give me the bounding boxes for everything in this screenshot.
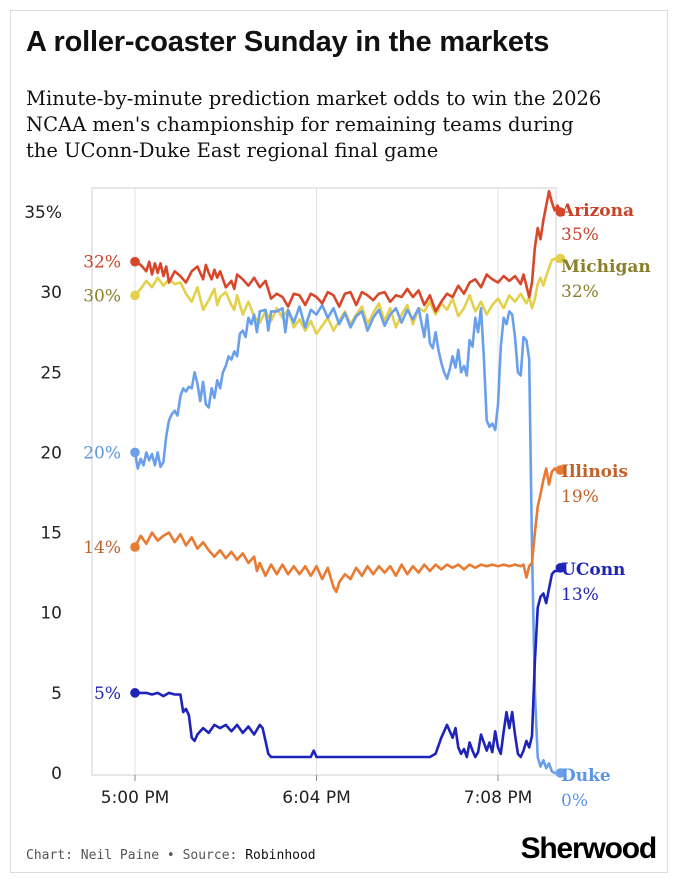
plot-border <box>91 187 557 776</box>
uconn-start-label: 5% <box>94 684 121 704</box>
illinois-end-label: 19% <box>561 487 599 507</box>
illinois-line <box>133 467 562 594</box>
uconn-start-point <box>130 688 140 698</box>
y-tick-label-1: 5 <box>51 684 62 704</box>
sherwood-logo: Sherwood <box>520 832 658 865</box>
illinois-start-point <box>130 542 140 552</box>
michigan-start-point <box>130 290 140 301</box>
arizona-end-point <box>555 207 566 217</box>
chart-author: Neil Paine <box>80 848 160 863</box>
illinois-name-label: Illinois <box>561 462 628 482</box>
chart-title: A roller-coaster Sunday in the markets <box>26 26 550 58</box>
x-tick-label-1: 6:04 PM <box>282 788 351 808</box>
uconn-end-label: 13% <box>561 585 599 605</box>
arizona-start-point <box>130 256 140 267</box>
arizona-name-label: Arizona <box>560 201 634 221</box>
y-tick-label-5: 25 <box>40 363 62 383</box>
subtitle-line-1: Minute-by-minute prediction market odds … <box>26 87 602 110</box>
illinois-start-label: 14% <box>83 538 121 558</box>
source-line: Chart: Neil Paine • Source: Robinhood <box>26 848 316 863</box>
uconn-line <box>133 566 562 759</box>
duke-end-point <box>555 768 566 778</box>
y-tick-label-4: 20 <box>40 443 62 463</box>
x-tick-label-2: 7:08 PM <box>464 788 533 808</box>
subtitle-line-2: NCAA men's championship for remaining te… <box>26 113 574 136</box>
uconn-end-point <box>555 563 566 573</box>
y-tick-label-7: 35% <box>24 203 62 223</box>
illinois-end-point <box>555 465 566 475</box>
chart-subtitle: Minute-by-minute prediction market odds … <box>26 86 646 164</box>
source-name: Robinhood <box>245 848 316 863</box>
michigan-end-label: 32% <box>561 282 599 302</box>
duke-end-label: 0% <box>561 791 588 811</box>
subtitle-line-3: the UConn-Duke East regional final game <box>26 139 439 162</box>
source-label: Source: <box>182 848 238 863</box>
y-tick-label-3: 15 <box>40 524 62 544</box>
michigan-name-label: Michigan <box>561 257 651 277</box>
michigan-start-label: 30% <box>83 286 121 306</box>
duke-start-point <box>130 447 140 458</box>
y-tick-label-2: 10 <box>40 604 62 624</box>
y-tick-label-6: 30 <box>40 283 62 303</box>
uconn-name-label: UConn <box>561 560 625 580</box>
chart-card <box>10 10 668 873</box>
arizona-end-label: 35% <box>561 225 599 245</box>
michigan-end-point <box>555 253 566 264</box>
y-tick-label-0: 0 <box>51 764 62 784</box>
chart-credit-label: Chart: <box>26 848 73 863</box>
separator-dot: • <box>166 848 175 863</box>
duke-line <box>133 303 562 775</box>
michigan-line <box>133 257 562 336</box>
duke-start-label: 20% <box>83 443 121 463</box>
x-tick-label-0: 5:00 PM <box>101 788 170 808</box>
duke-name-label: Duke <box>561 766 611 786</box>
arizona-line <box>133 189 562 313</box>
arizona-start-label: 32% <box>83 253 121 273</box>
